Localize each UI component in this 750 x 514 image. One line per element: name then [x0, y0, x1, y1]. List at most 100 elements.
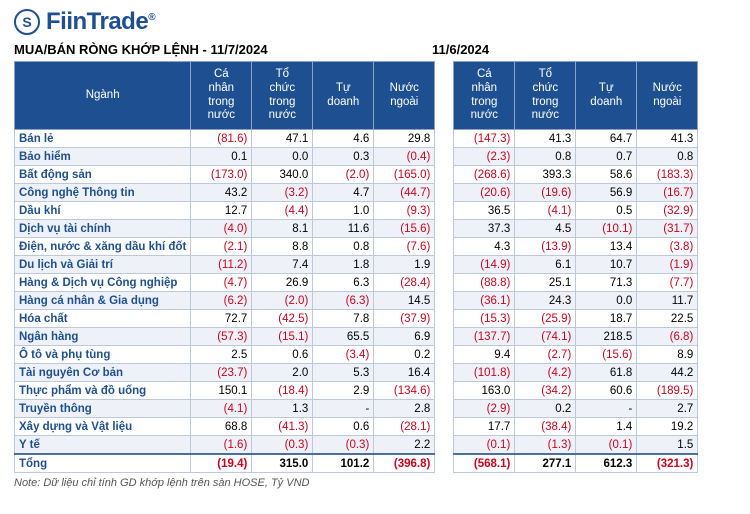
cell: 1.0 [313, 202, 374, 220]
cell: (18.4) [252, 382, 313, 400]
cell: (10.1) [576, 220, 637, 238]
cell: 340.0 [252, 166, 313, 184]
cell: (11.2) [191, 256, 252, 274]
cell: (2.3) [454, 148, 515, 166]
cell: 0.3 [313, 148, 374, 166]
cell: 7.8 [313, 310, 374, 328]
cell: (15.6) [576, 346, 637, 364]
sector-cell: Y tế [15, 436, 191, 455]
table-row: (147.3)41.364.741.3 [454, 130, 698, 148]
cell: 16.4 [374, 364, 435, 382]
cell: (137.7) [454, 328, 515, 346]
sector-cell: Hàng & Dịch vụ Công nghiệp [15, 274, 191, 292]
table-row: Dịch vụ tài chính(4.0)8.111.6(15.6) [15, 220, 435, 238]
logo-mark-icon: S [14, 9, 40, 35]
cell: (13.9) [515, 238, 576, 256]
cell: - [576, 400, 637, 418]
cell: 2.7 [637, 400, 698, 418]
column-header: Cánhântrongnước [191, 62, 252, 130]
cell: (25.9) [515, 310, 576, 328]
cell: 36.5 [454, 202, 515, 220]
cell: 4.7 [313, 184, 374, 202]
cell: 26.9 [252, 274, 313, 292]
total-label: Tổng [15, 454, 191, 473]
cell: 612.3 [576, 454, 637, 473]
cell: 1.8 [313, 256, 374, 274]
cell: (2.0) [252, 292, 313, 310]
cell: (3.4) [313, 346, 374, 364]
cell: (6.8) [637, 328, 698, 346]
cell: 10.7 [576, 256, 637, 274]
table-row: Y tế(1.6)(0.3)(0.3)2.2 [15, 436, 435, 455]
cell: 9.4 [454, 346, 515, 364]
cell: 13.4 [576, 238, 637, 256]
table-row: (101.8)(4.2)61.844.2 [454, 364, 698, 382]
table-row: Tài nguyên Cơ bản(23.7)2.05.316.4 [15, 364, 435, 382]
cell: 2.8 [374, 400, 435, 418]
cell: 41.3 [515, 130, 576, 148]
cell: (189.5) [637, 382, 698, 400]
table-right: CánhântrongnướcTổchứctrongnướcTựdoanhNướ… [453, 61, 698, 473]
table-row: 4.3(13.9)13.4(3.8) [454, 238, 698, 256]
cell: (38.4) [515, 418, 576, 436]
cell: 2.5 [191, 346, 252, 364]
table-row: (15.3)(25.9)18.722.5 [454, 310, 698, 328]
cell: 56.9 [576, 184, 637, 202]
cell: (396.8) [374, 454, 435, 473]
cell: 44.2 [637, 364, 698, 382]
table-row: (268.6)393.358.6(183.3) [454, 166, 698, 184]
column-header: Cánhântrongnước [454, 62, 515, 130]
cell: 315.0 [252, 454, 313, 473]
cell: (101.8) [454, 364, 515, 382]
cell: (20.6) [454, 184, 515, 202]
table-row: 163.0(34.2)60.6(189.5) [454, 382, 698, 400]
cell: 61.8 [576, 364, 637, 382]
column-header: Tổchứctrongnước [252, 62, 313, 130]
cell: (0.1) [576, 436, 637, 455]
cell: 7.4 [252, 256, 313, 274]
cell: (3.8) [637, 238, 698, 256]
cell: (44.7) [374, 184, 435, 202]
cell: 25.1 [515, 274, 576, 292]
cell: 19.2 [637, 418, 698, 436]
cell: (165.0) [374, 166, 435, 184]
cell: 72.7 [191, 310, 252, 328]
cell: (28.4) [374, 274, 435, 292]
table-row: Hàng & Dịch vụ Công nghiệp(4.7)26.96.3(2… [15, 274, 435, 292]
sector-cell: Dịch vụ tài chính [15, 220, 191, 238]
column-header: Tổchứctrongnước [515, 62, 576, 130]
total-row: Tổng(19.4)315.0101.2(396.8) [15, 454, 435, 473]
cell: 4.5 [515, 220, 576, 238]
cell: 0.8 [637, 148, 698, 166]
cell: 0.1 [191, 148, 252, 166]
table-row: Truyền thông(4.1)1.3-2.8 [15, 400, 435, 418]
cell: 22.5 [637, 310, 698, 328]
table-row: Điện, nước & xăng dầu khí đốt(2.1)8.80.8… [15, 238, 435, 256]
cell: 1.4 [576, 418, 637, 436]
cell: (173.0) [191, 166, 252, 184]
cell: 0.0 [576, 292, 637, 310]
cell: (37.9) [374, 310, 435, 328]
sector-cell: Tài nguyên Cơ bản [15, 364, 191, 382]
table-row: (0.1)(1.3)(0.1)1.5 [454, 436, 698, 455]
cell: (0.1) [454, 436, 515, 455]
cell: 163.0 [454, 382, 515, 400]
brand-logo: S FiinTrade® [14, 8, 736, 36]
title-right: 11/6/2024 [432, 42, 489, 57]
sector-cell: Hóa chất [15, 310, 191, 328]
cell: (81.6) [191, 130, 252, 148]
cell: (9.3) [374, 202, 435, 220]
cell: 150.1 [191, 382, 252, 400]
cell: (41.3) [252, 418, 313, 436]
cell: 65.5 [313, 328, 374, 346]
total-row: (568.1)277.1612.3(321.3) [454, 454, 698, 473]
cell: (4.0) [191, 220, 252, 238]
cell: 0.6 [313, 418, 374, 436]
cell: (1.6) [191, 436, 252, 455]
cell: (2.7) [515, 346, 576, 364]
sector-cell: Dầu khí [15, 202, 191, 220]
cell: (0.4) [374, 148, 435, 166]
cell: 393.3 [515, 166, 576, 184]
cell: 277.1 [515, 454, 576, 473]
cell: 101.2 [313, 454, 374, 473]
